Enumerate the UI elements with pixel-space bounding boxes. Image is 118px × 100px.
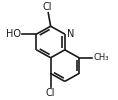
Text: N: N: [67, 29, 74, 39]
Text: HO: HO: [6, 29, 21, 39]
Text: Cl: Cl: [46, 88, 55, 98]
Text: Cl: Cl: [43, 2, 52, 12]
Text: CH₃: CH₃: [93, 53, 109, 62]
